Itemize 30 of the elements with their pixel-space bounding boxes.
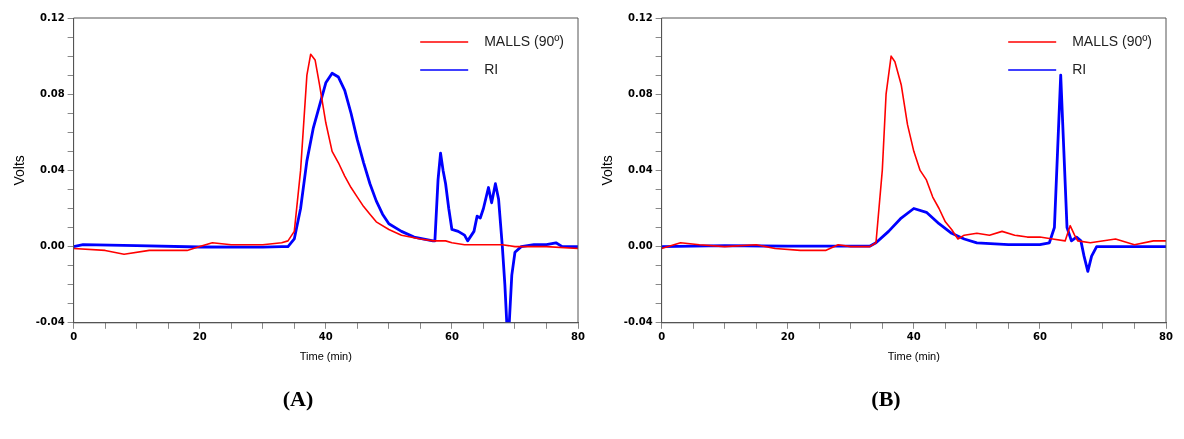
text: (A) (281, 386, 315, 412)
legend-label: RI (1072, 60, 1087, 77)
x-tick-label: 80 (571, 331, 585, 343)
text: (B) (870, 386, 902, 412)
x-tick-label: 60 (1032, 331, 1047, 343)
y-tick-label: 0.04 (627, 163, 653, 175)
x-tick-label: 60 (444, 331, 459, 343)
x-tick-label: 20 (192, 331, 207, 343)
x-axis-title: Time (min) (887, 350, 940, 363)
y-tick-label: -0.04 (35, 316, 65, 328)
y-tick-label: 0.12 (627, 11, 653, 23)
x-tick-label: 80 (1159, 331, 1173, 343)
y-tick-label: 0.08 (39, 87, 65, 99)
x-tick-label: 0 (658, 331, 666, 343)
legend-label: RI (484, 60, 499, 77)
x-tick-label: 0 (70, 331, 78, 343)
y-tick-label: 0.00 (39, 240, 65, 252)
y-tick-label: 0.12 (39, 11, 65, 23)
y-tick-label: 0.04 (39, 163, 65, 175)
y-axis-title: Volts (11, 155, 28, 186)
x-tick-label: 40 (906, 331, 921, 343)
y-tick-label: 0.00 (627, 240, 653, 252)
legend-label: MALLS (90º) (1072, 32, 1152, 49)
y-tick-label: 0.08 (627, 87, 653, 99)
x-tick-label: 40 (318, 331, 333, 343)
x-tick-label: 20 (780, 331, 795, 343)
legend-label: MALLS (90º) (484, 32, 564, 49)
y-axis-title: Volts (599, 155, 616, 186)
x-axis-title: Time (min) (299, 350, 352, 363)
y-tick-label: -0.04 (623, 316, 653, 328)
